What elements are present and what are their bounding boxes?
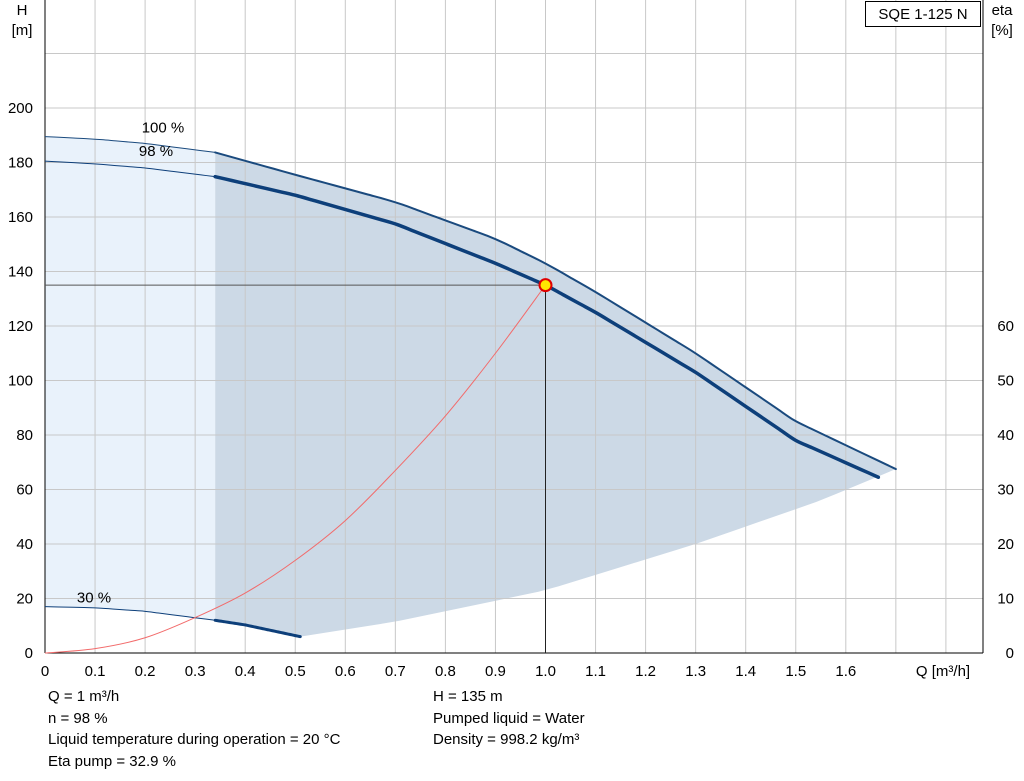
region-dark bbox=[215, 152, 896, 637]
info-flow: Q = 1 m³/h bbox=[48, 688, 120, 705]
y-tick-label-left: 60 bbox=[16, 482, 33, 499]
y-tick-label-left: 100 bbox=[8, 373, 33, 390]
x-tick-label: 1.0 bbox=[535, 663, 556, 680]
operating-regions bbox=[45, 136, 896, 637]
operating-point-marker bbox=[538, 278, 553, 293]
y-tick-label-right: 60 bbox=[997, 318, 1014, 335]
info-liquid: Pumped liquid = Water bbox=[433, 709, 585, 727]
x-tick-label: 1.6 bbox=[835, 663, 856, 680]
y-axis-unit-right: [%] bbox=[991, 22, 1013, 39]
y-tick-label-left: 180 bbox=[8, 155, 33, 172]
info-eta: Eta pump = 32.9 % bbox=[48, 752, 176, 770]
y-axis-label-left: H bbox=[17, 2, 28, 19]
y-tick-label-left: 0 bbox=[25, 645, 33, 662]
curve-100 bbox=[214, 151, 897, 471]
x-axis-label: Q [m³/h] bbox=[916, 663, 970, 680]
y-tick-label-right: 20 bbox=[997, 536, 1014, 553]
curve-30-thin bbox=[44, 606, 216, 621]
x-tick-label: 0.2 bbox=[135, 663, 156, 680]
info-head: H = 135 m bbox=[433, 688, 503, 705]
y-tick-label-left: 40 bbox=[16, 536, 33, 553]
curve-30 bbox=[213, 618, 302, 639]
y-tick-label-right: 0 bbox=[1006, 645, 1014, 662]
info-left: Q = 1 m³/h n = 98 % Liquid temperature d… bbox=[48, 686, 340, 772]
curve-label-98: 98 % bbox=[139, 143, 173, 160]
y-tick-label-right: 10 bbox=[997, 591, 1014, 608]
y-tick-label-left: 140 bbox=[8, 264, 33, 281]
labels: 0 0.1 0.2 0.3 0.4 0.5 0.6 0.7 0.8 0.9 1.0 1.1 1.2 1.3… bbox=[8, 2, 1014, 680]
y-tick-label-right: 40 bbox=[997, 427, 1014, 444]
info-speed: n = 98 % bbox=[48, 709, 108, 727]
x-tick-label: 0.6 bbox=[335, 663, 356, 680]
x-tick-label: 0.3 bbox=[185, 663, 206, 680]
x-tick-label: 0.7 bbox=[385, 663, 406, 680]
x-tick-label: 1.4 bbox=[735, 663, 756, 680]
y-tick-label-right: 30 bbox=[997, 482, 1014, 499]
x-tick-label: 0.4 bbox=[235, 663, 256, 680]
y-tick-label-right: 50 bbox=[997, 373, 1014, 390]
info-density: Density = 998.2 kg/m³ bbox=[433, 731, 580, 749]
curves bbox=[44, 136, 897, 654]
curve-100-thin bbox=[44, 136, 216, 153]
x-tick-label: 1.3 bbox=[685, 663, 706, 680]
curve-eta bbox=[44, 284, 546, 654]
x-tick-label: 1.1 bbox=[585, 663, 606, 680]
model-label: SQE 1-125 N bbox=[865, 1, 981, 27]
y-tick-label-left: 20 bbox=[16, 591, 33, 608]
x-tick-label: 0.1 bbox=[85, 663, 106, 680]
region-light bbox=[45, 136, 216, 621]
x-tick-label: 0.8 bbox=[435, 663, 456, 680]
y-tick-label-left: 200 bbox=[8, 100, 33, 117]
curve-98-thin bbox=[44, 160, 216, 178]
y-tick-label-left: 160 bbox=[8, 209, 33, 226]
axes bbox=[44, 0, 984, 654]
info-right: H = 135 m Pumped liquid = Water Density … bbox=[433, 686, 585, 751]
y-axis-label-right: eta bbox=[992, 2, 1014, 19]
x-tick-label: 0 bbox=[41, 663, 49, 680]
x-tick-label: 1.5 bbox=[785, 663, 806, 680]
curve-label-100: 100 % bbox=[142, 120, 185, 137]
y-axis-unit-left: [m] bbox=[12, 22, 33, 39]
y-tick-label-left: 80 bbox=[16, 427, 33, 444]
x-tick-label: 0.5 bbox=[285, 663, 306, 680]
x-tick-label: 0.9 bbox=[485, 663, 506, 680]
info-temperature: Liquid temperature during operation = 20… bbox=[48, 731, 341, 749]
x-tick-label: 1.2 bbox=[635, 663, 656, 680]
curve-label-30: 30 % bbox=[77, 590, 111, 607]
y-tick-label-left: 120 bbox=[8, 318, 33, 335]
